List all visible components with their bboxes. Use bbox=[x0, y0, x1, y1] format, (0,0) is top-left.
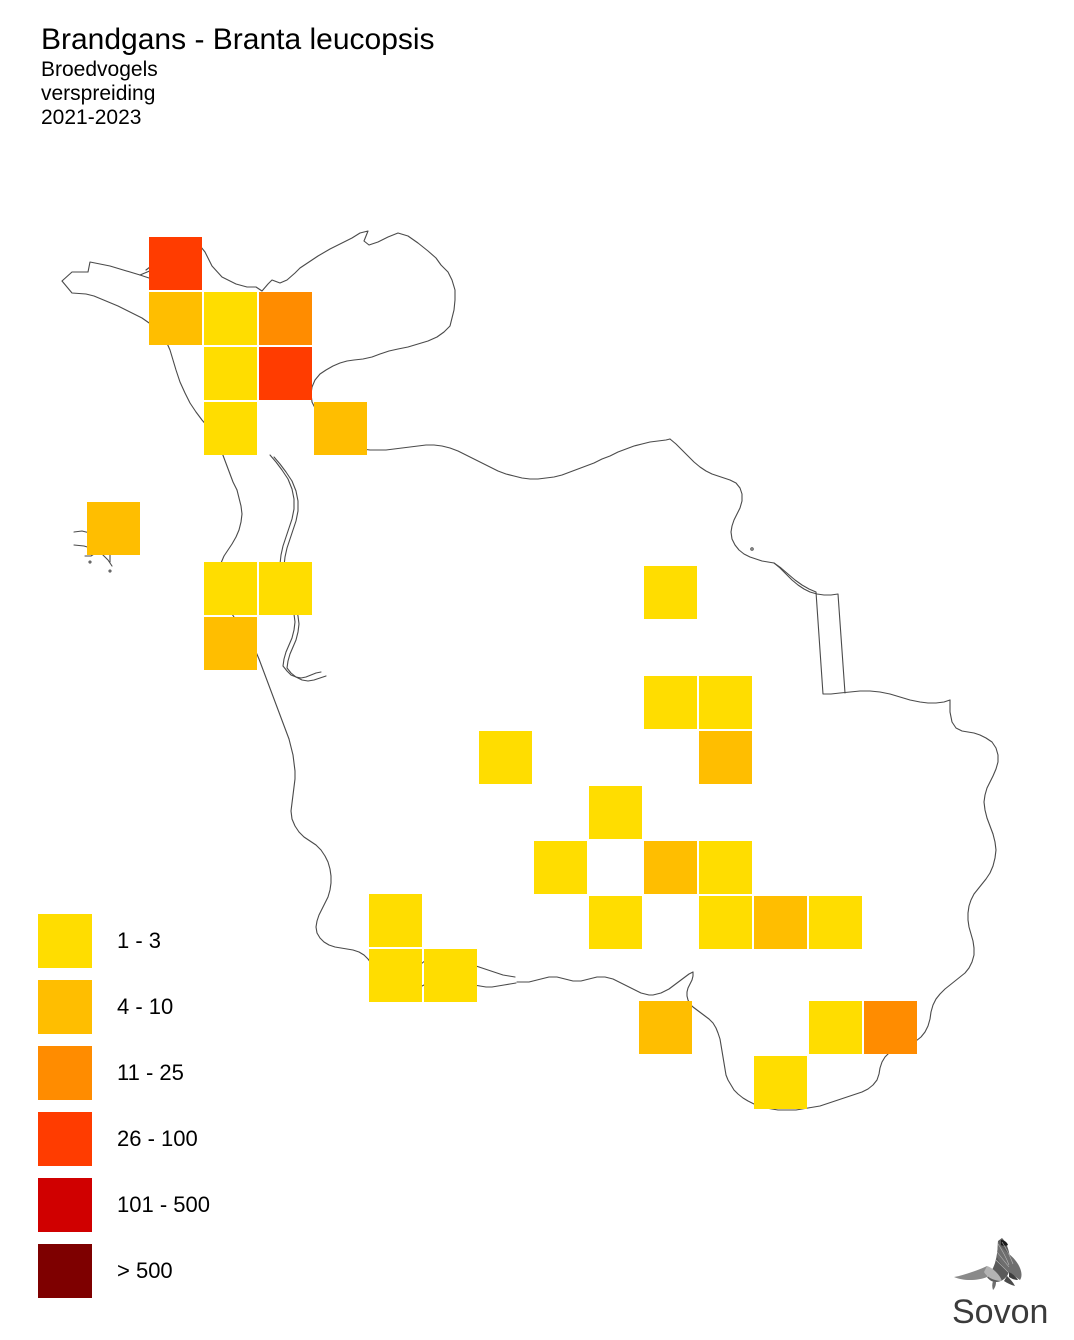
legend-label: 4 - 10 bbox=[117, 994, 174, 1019]
page-title: Brandgans - Branta leucopsis bbox=[41, 23, 435, 56]
map-grid-cell bbox=[149, 292, 202, 345]
map-grid-cell bbox=[699, 676, 752, 729]
subtitle-line-1: Broedvogels bbox=[41, 58, 158, 81]
map-grid-cell bbox=[699, 731, 752, 784]
legend-swatch bbox=[38, 1112, 92, 1166]
sovon-wordmark: Sovon bbox=[952, 1293, 1049, 1331]
legend-label: 1 - 3 bbox=[117, 928, 162, 953]
legend-swatch bbox=[38, 1244, 92, 1298]
legend-label: 101 - 500 bbox=[117, 1192, 210, 1217]
map-grid-cell bbox=[589, 896, 642, 949]
legend-swatch bbox=[38, 980, 92, 1034]
legend-swatch bbox=[38, 1178, 92, 1232]
map-grid-cell bbox=[204, 402, 257, 455]
map-grid-cell bbox=[87, 502, 140, 555]
title-block: Brandgans - Branta leucopsis Broedvogels… bbox=[41, 22, 741, 130]
map-grid-cell bbox=[754, 1056, 807, 1109]
swallow-icon bbox=[954, 1238, 1022, 1290]
map-grid-cell bbox=[479, 731, 532, 784]
map-grid-cell bbox=[864, 1001, 917, 1054]
map-grid-cell bbox=[809, 1001, 862, 1054]
map-grid-cell bbox=[644, 566, 697, 619]
map-grid-cell bbox=[369, 949, 422, 1002]
legend-label: 11 - 25 bbox=[117, 1060, 184, 1085]
subtitle-line-3: 2021-2023 bbox=[41, 106, 142, 129]
map-grid-cell bbox=[699, 896, 752, 949]
legend-label: 26 - 100 bbox=[117, 1126, 198, 1151]
legend-label: > 500 bbox=[117, 1258, 173, 1283]
country-boundary bbox=[61, 230, 999, 1111]
map-grid-cell bbox=[259, 292, 312, 345]
map-grid-cell bbox=[424, 949, 477, 1002]
map-grid-cell bbox=[699, 841, 752, 894]
map-grid-cell bbox=[639, 1001, 692, 1054]
map-grid-cell bbox=[589, 786, 642, 839]
map-grid-cell bbox=[754, 896, 807, 949]
map-grid-cell bbox=[644, 841, 697, 894]
map-grid-cell bbox=[534, 841, 587, 894]
map-grid-cell bbox=[149, 237, 202, 290]
map-grid-cell bbox=[204, 292, 257, 345]
map-grid-cell bbox=[809, 896, 862, 949]
map-grid-cell bbox=[369, 894, 422, 947]
map-grid-cell bbox=[314, 402, 367, 455]
map-grid-cell bbox=[204, 562, 257, 615]
map-grid-cell bbox=[644, 676, 697, 729]
map-grid-cell bbox=[259, 562, 312, 615]
map-grid-cell bbox=[204, 347, 257, 400]
subtitle-line-2: verspreiding bbox=[41, 82, 156, 105]
map-grid-cell bbox=[259, 347, 312, 400]
map-grid-cell bbox=[204, 617, 257, 670]
legend-swatch bbox=[38, 914, 92, 968]
sovon-logo: Sovon bbox=[952, 1232, 1062, 1330]
legend-swatch bbox=[38, 1046, 92, 1100]
